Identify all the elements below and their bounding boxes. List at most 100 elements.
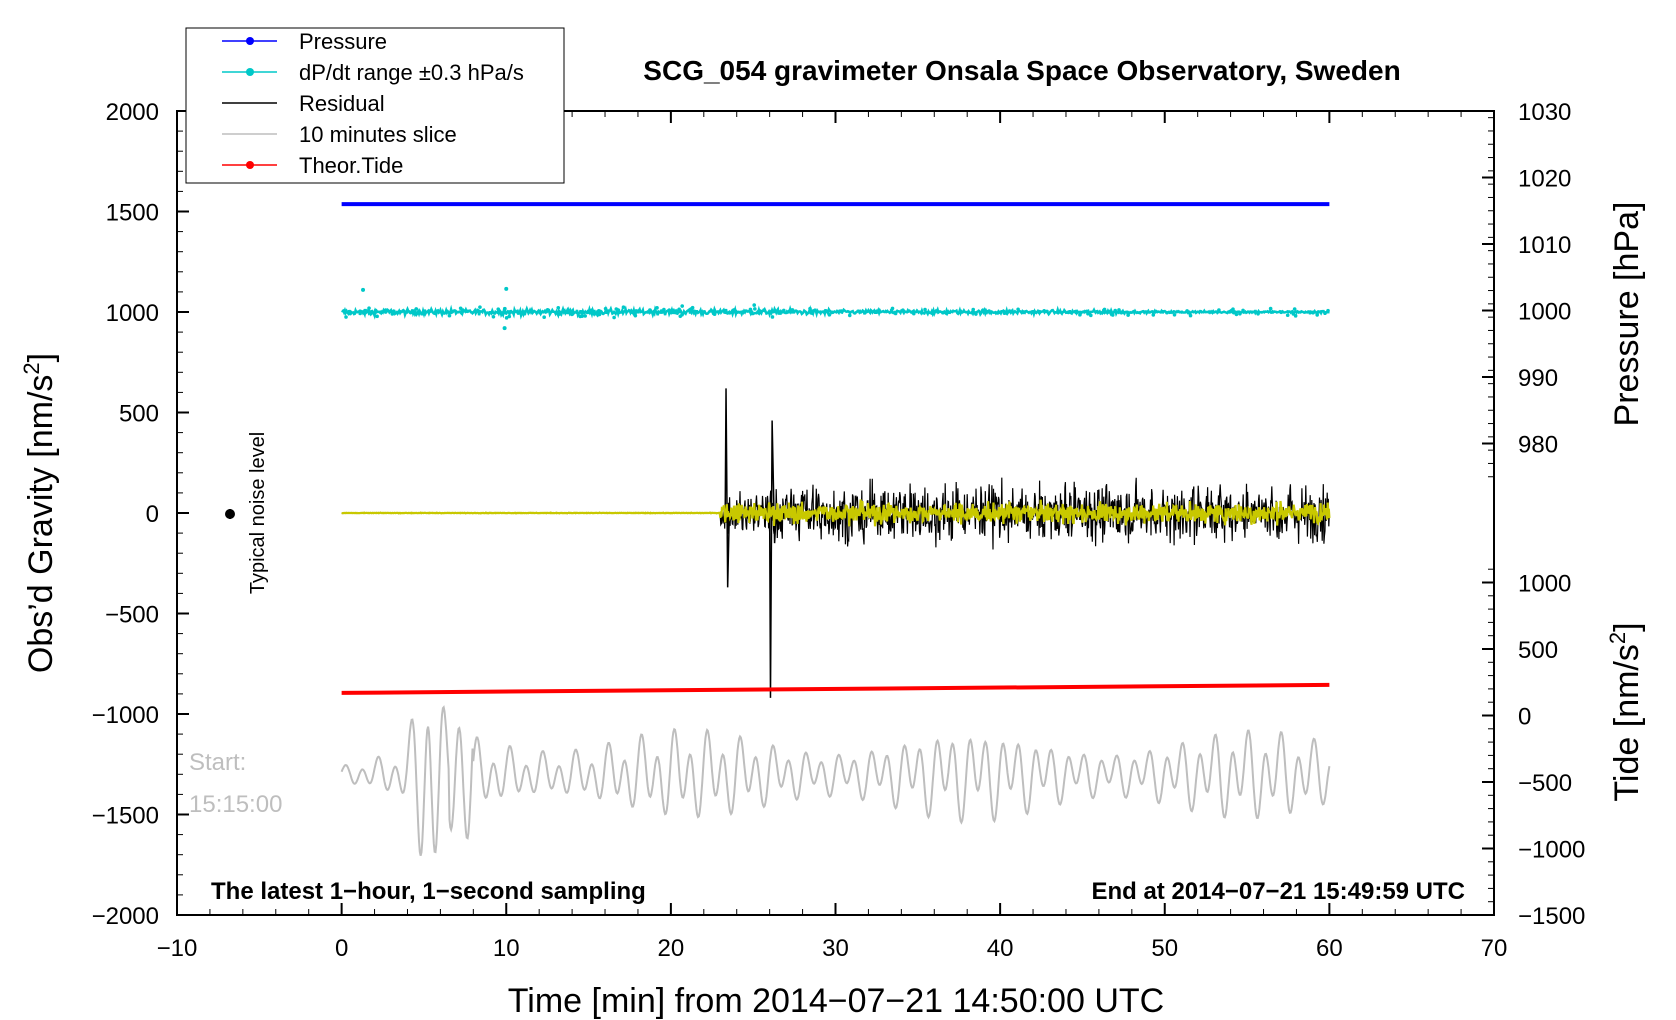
dpdt-point <box>1316 310 1321 314</box>
dpdt-point <box>1241 308 1245 313</box>
pressure-axis-ticks: 1030 1020 1010 1000 990 980 <box>1482 99 1571 478</box>
dpdt-point <box>522 311 527 316</box>
dpdt-point <box>781 308 786 313</box>
dpdt-point <box>414 307 419 311</box>
tide-tick-label: 1000 <box>1518 571 1571 598</box>
dpdt-point <box>603 306 608 311</box>
dpdt-point <box>390 312 395 316</box>
dpdt-point <box>447 313 452 318</box>
x-tick-label: 20 <box>658 935 685 962</box>
y-left-tick-label: 1000 <box>106 300 159 327</box>
dpdt-point <box>901 308 905 312</box>
dpdt-point <box>1074 310 1079 315</box>
dpdt-point <box>731 308 736 313</box>
legend-label: Pressure <box>299 29 387 54</box>
x-tick-label: 60 <box>1316 935 1343 962</box>
bottom-left-note: The latest 1−hour, 1−second sampling <box>211 878 646 905</box>
dpdt-point <box>1229 308 1234 313</box>
dpdt-point <box>847 313 852 318</box>
dpdt-point <box>1045 309 1049 314</box>
tide-tick-label: −500 <box>1518 770 1572 797</box>
legend-box <box>185 27 565 184</box>
dpdt-point <box>690 305 695 310</box>
dpdt-point <box>1037 310 1042 315</box>
dpdt-point <box>659 309 664 313</box>
dpdt-point <box>655 305 659 310</box>
dpdt-point <box>1078 313 1082 317</box>
dpdt-point <box>502 326 507 331</box>
dpdt-point <box>752 303 757 307</box>
dpdt-point <box>1125 310 1130 315</box>
slice-trace <box>340 705 1331 856</box>
dpdt-point <box>565 310 570 315</box>
dpdt-point <box>585 310 590 315</box>
dpdt-point <box>460 310 464 314</box>
dpdt-point <box>1238 311 1242 316</box>
dpdt-point <box>1021 310 1026 314</box>
dpdt-point <box>1126 313 1130 317</box>
noise-level-label: Typical noise level <box>247 432 269 594</box>
dpdt-point <box>980 308 985 313</box>
dpdt-point <box>373 308 378 313</box>
dpdt-point <box>488 311 492 315</box>
dpdt-point <box>1165 310 1169 315</box>
dpdt-point <box>616 308 621 313</box>
dpdt-point <box>875 309 879 313</box>
dpdt-point <box>375 314 379 319</box>
dpdt-point <box>1291 312 1296 316</box>
y-left-tick-label: 1500 <box>106 200 159 227</box>
pressure-tick-label: 990 <box>1518 365 1558 392</box>
pressure-tick-label: 1010 <box>1518 232 1571 259</box>
y-left-tick-label: 0 <box>146 501 159 528</box>
dpdt-point <box>1102 307 1107 312</box>
dpdt-point <box>1089 313 1093 318</box>
x-tick-label: 0 <box>335 935 348 962</box>
tide-axis-ticks: 1000 500 0 −500 −1000 −1500 <box>1482 568 1585 930</box>
residual-spike <box>768 420 777 698</box>
dpdt-point <box>1117 308 1121 312</box>
dpdt-point <box>378 310 383 315</box>
dpdt-point <box>1188 313 1193 318</box>
dpdt-point <box>580 314 584 319</box>
dpdt-point <box>405 310 409 314</box>
dpdt-point <box>633 313 638 318</box>
dpdt-point <box>454 309 458 314</box>
dpdt-point <box>1256 312 1260 316</box>
x-tick-label: 40 <box>987 935 1014 962</box>
dpdt-point <box>383 308 388 312</box>
dpdt-point <box>996 310 1001 315</box>
legend-label: Theor.Tide <box>299 153 403 178</box>
dpdt-point <box>458 306 463 311</box>
dpdt-point <box>1268 306 1273 311</box>
dpdt-point <box>1217 308 1221 312</box>
x-axis-ticks: −10 0 10 20 30 40 50 60 70 <box>157 111 1507 962</box>
dpdt-point <box>367 306 371 310</box>
dpdt-point <box>1009 309 1013 314</box>
tide-line <box>341 682 1330 695</box>
start-time: 15:15:00 <box>189 791 282 818</box>
pressure-axis-label: Pressure [hPa] <box>1608 202 1646 427</box>
pressure-tick-label: 1000 <box>1518 299 1571 326</box>
y-left-axis-ticks: 2000 1500 1000 500 0 −500 −1000 −1500 −2000 <box>92 99 189 930</box>
legend: Pressure dP/dt range ±0.3 hPa/s Residual 10… <box>185 27 565 184</box>
dpdt-point <box>1066 310 1071 315</box>
dpdt-point <box>1311 310 1315 315</box>
dpdt-point <box>1308 310 1312 315</box>
x-axis-label: Time [min] from 2014−07−21 14:50:00 UTC <box>508 982 1164 1020</box>
dpdt-point <box>476 309 481 314</box>
dpdt-series-layer <box>341 286 1330 331</box>
dpdt-point <box>408 310 413 315</box>
residual-series-layer <box>341 388 1331 698</box>
dpdt-point <box>569 312 574 317</box>
y-left-tick-label: 2000 <box>106 99 159 126</box>
pressure-tick-label: 980 <box>1518 432 1558 459</box>
dpdt-point <box>923 307 927 312</box>
dpdt-point <box>344 315 348 319</box>
x-tick-label: 50 <box>1151 935 1178 962</box>
tide-axis-label: Tide [nm/s2] <box>1605 622 1646 801</box>
dpdt-point <box>502 309 507 313</box>
dpdt-point <box>648 308 652 312</box>
dpdt-point <box>496 307 501 311</box>
dpdt-point <box>1042 308 1046 313</box>
dpdt-point <box>556 305 561 310</box>
